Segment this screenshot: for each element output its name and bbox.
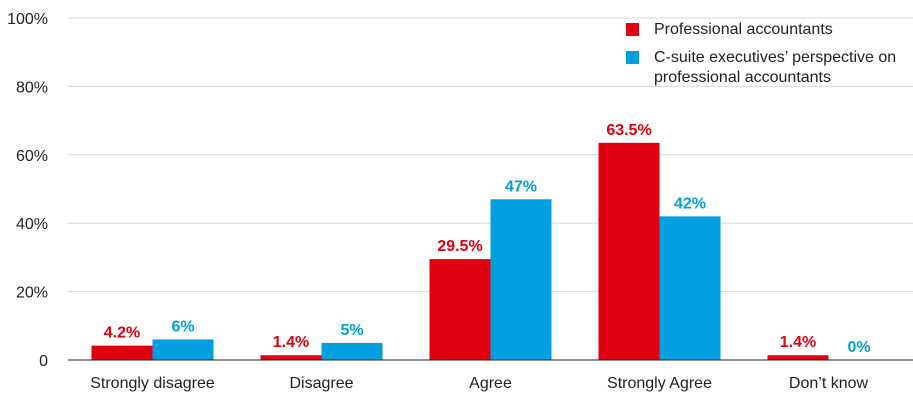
data-label: 29.5% [437, 238, 482, 255]
legend-label-professional-accountants: Professional accountants [654, 21, 833, 38]
legend-item-professional-accountants: Professional accountants [626, 20, 913, 40]
data-label: 5% [340, 322, 363, 339]
bar-professional-accountants [429, 259, 491, 360]
bar-professional-accountants [767, 355, 829, 360]
y-axis-ticks: 0 20% 40% 60% 80% 100% [7, 11, 48, 370]
data-labels: 4.2% 6% 1.4% 5% 29.5% 47% 63.5% 42% 1.4% 0% [104, 122, 871, 356]
y-tick-label: 80% [16, 79, 48, 96]
bar-c-suite-executives [152, 339, 214, 360]
y-tick-label: 60% [16, 148, 48, 165]
data-label: 1.4% [780, 334, 816, 351]
legend: Professional accountants C-suite executi… [626, 20, 913, 96]
y-tick-label: 20% [16, 285, 48, 302]
y-tick-label: 0 [39, 353, 48, 370]
x-category-label: Strongly disagree [90, 375, 215, 392]
data-label: 6% [171, 318, 194, 335]
gridlines [68, 17, 913, 293]
x-category-label: Agree [469, 375, 512, 392]
bar-c-suite-executives [659, 216, 721, 360]
legend-item-c-suite-executives: C-suite executives’ perspective on profe… [626, 48, 913, 88]
legend-label-c-suite-executives: C-suite executives’ perspective on profe… [654, 49, 897, 86]
y-tick-label: 100% [7, 11, 48, 28]
bars [91, 142, 829, 360]
x-category-label: Don’t know [789, 375, 869, 392]
bar-c-suite-executives [490, 199, 552, 360]
x-category-label: Disagree [289, 375, 353, 392]
x-axis-categories: Strongly disagree Disagree Agree Strongly A… [90, 375, 868, 392]
data-label: 63.5% [606, 122, 651, 139]
bar-professional-accountants [260, 355, 322, 360]
data-label: 47% [505, 178, 537, 195]
bar-professional-accountants [598, 142, 660, 360]
data-label: 0% [847, 339, 870, 356]
legend-swatch-c-suite-executives [626, 51, 639, 64]
data-label: 4.2% [104, 325, 140, 342]
y-tick-label: 40% [16, 216, 48, 233]
x-category-label: Strongly Agree [607, 375, 712, 392]
data-label: 1.4% [273, 334, 309, 351]
legend-swatch-professional-accountants [626, 23, 639, 36]
bar-c-suite-executives [321, 342, 383, 360]
bar-professional-accountants [91, 345, 153, 360]
data-label: 42% [674, 195, 706, 212]
